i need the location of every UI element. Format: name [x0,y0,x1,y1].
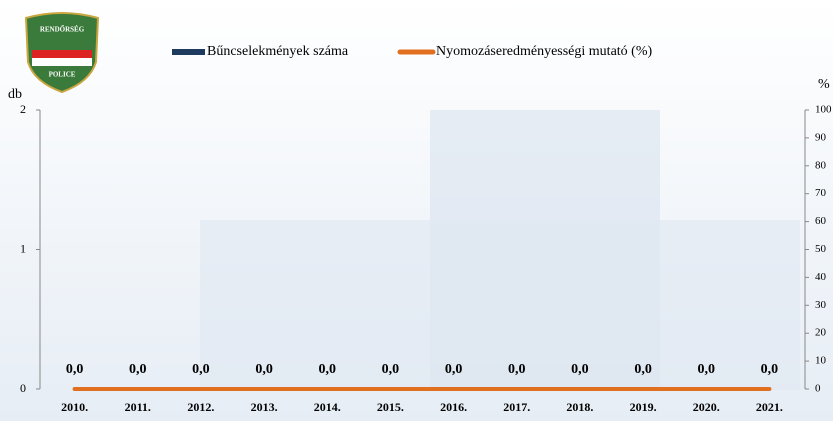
legend-label: Nyomozáseredményességi mutató (%) [436,44,652,59]
x-tick-label: 2019. [630,400,657,414]
y2-tick-label: 20 [815,327,827,339]
y2-tick-label: 50 [815,243,827,255]
x-tick-label: 2018. [566,400,593,414]
x-tick-label: 2013. [251,400,278,414]
y2-tick-label: 100 [815,104,832,116]
y2-axis-title: % [818,77,830,92]
y-tick-label: 0 [20,381,26,395]
y-tick-label: 2 [20,102,26,116]
legend-swatch [172,49,205,55]
data-label: 0,0 [129,362,147,377]
y-axis-title: db [8,87,22,102]
logo-text: POLICE [49,71,76,79]
data-label: 0,0 [698,362,716,377]
data-label: 0,0 [571,362,589,377]
y2-tick-label: 90 [815,131,827,143]
x-tick-label: 2021. [756,400,783,414]
logo-text: RENDŐRSÉG [40,26,85,34]
y2-tick-label: 80 [815,159,827,171]
background-building [200,220,800,390]
data-label: 0,0 [634,362,652,377]
y2-tick-label: 10 [815,355,827,367]
y2-tick-label: 60 [815,215,827,227]
data-label: 0,0 [382,362,400,377]
y2-tick-label: 30 [815,299,827,311]
y2-tick-label: 40 [815,271,827,283]
x-tick-label: 2016. [440,400,467,414]
data-label: 0,0 [445,362,463,377]
x-tick-label: 2011. [125,400,151,414]
x-tick-label: 2012. [187,400,214,414]
logo: RENDŐRSÉG POLICE [24,12,100,94]
data-label: 0,0 [66,362,84,377]
data-label: 0,0 [255,362,273,377]
x-tick-label: 2014. [314,400,341,414]
legend-label: Bűncselekmények száma [207,44,349,59]
x-tick-label: 2020. [693,400,720,414]
x-tick-label: 2010. [61,400,88,414]
x-tick-label: 2015. [377,400,404,414]
y2-tick-label: 0 [815,383,821,395]
data-label: 0,0 [319,362,337,377]
data-label: 0,0 [192,362,210,377]
data-label: 0,0 [508,362,526,377]
data-label: 0,0 [761,362,779,377]
y2-tick-label: 70 [815,187,827,199]
y-tick-label: 1 [20,241,26,255]
x-tick-label: 2017. [503,400,530,414]
